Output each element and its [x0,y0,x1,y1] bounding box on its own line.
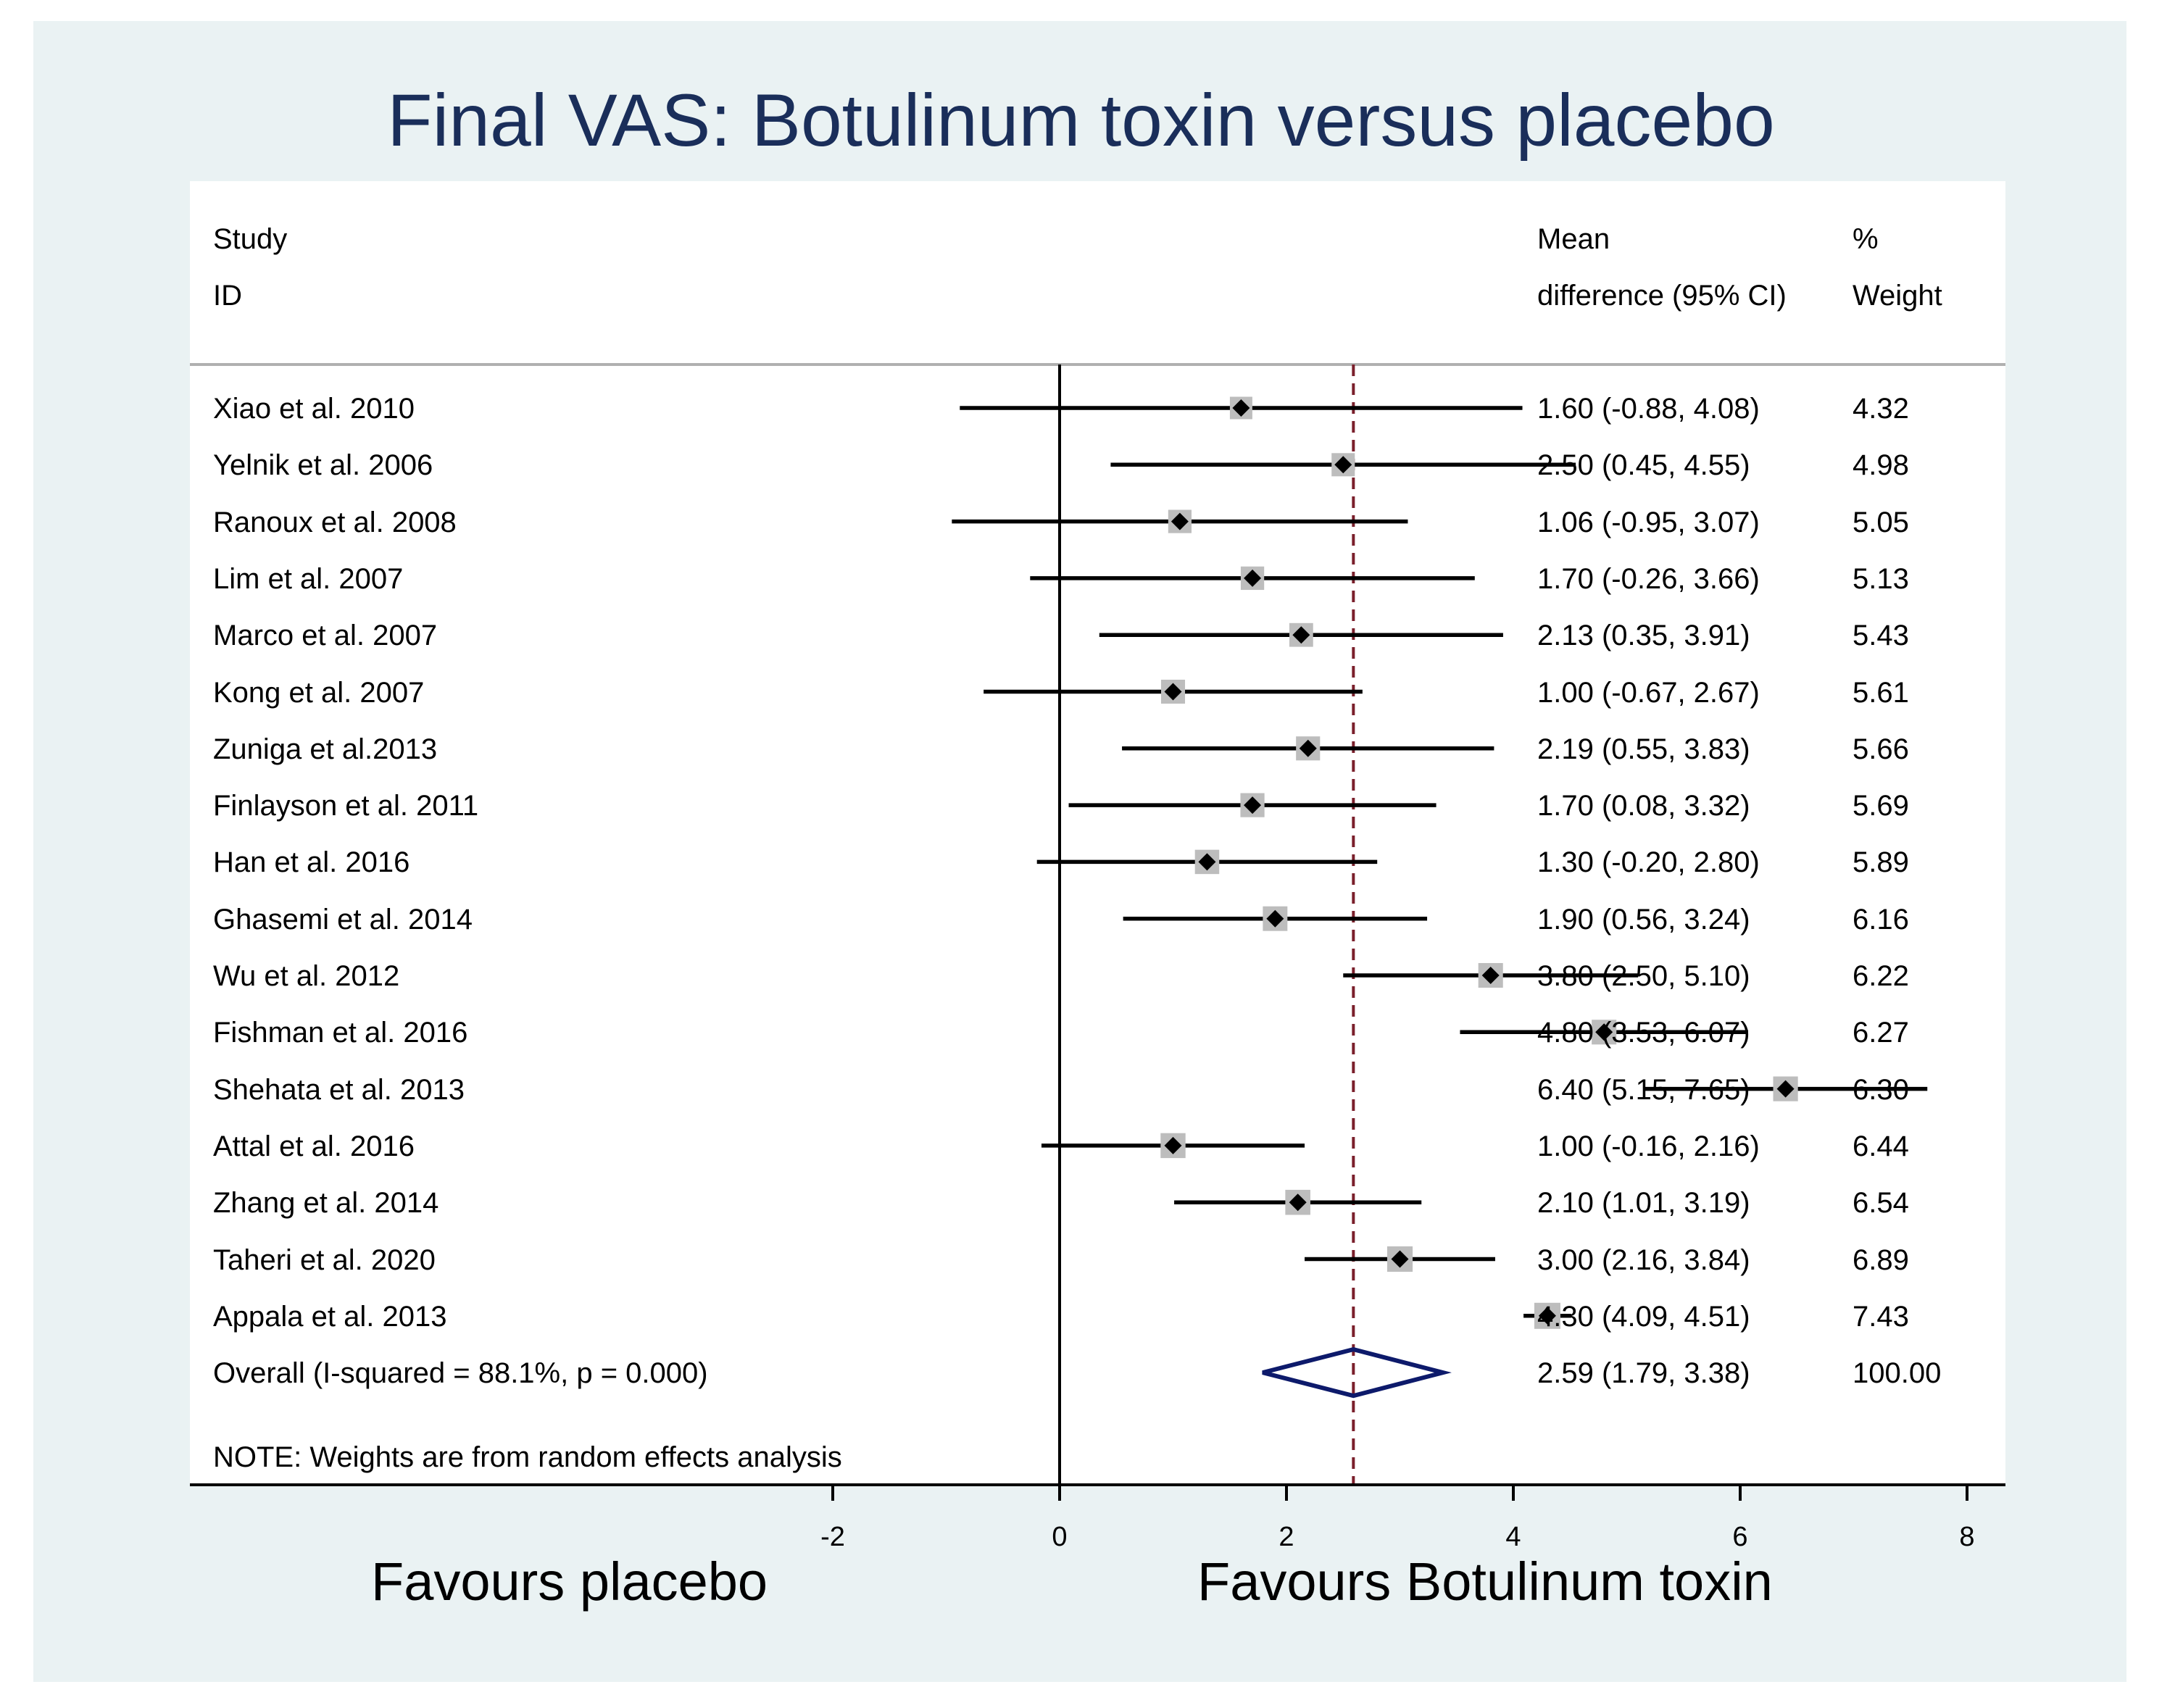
point-estimate [1538,1307,1556,1325]
weight-text: 5.05 [1853,506,1909,538]
point-estimate [1198,853,1216,871]
effect-size-text: 1.90 (0.56, 3.24) [1537,903,1750,936]
effect-size-text: 1.60 (-0.88, 4.08) [1537,393,1760,425]
x-tick-label: 2 [1279,1522,1294,1552]
weight-text: 5.69 [1853,790,1909,822]
x-tick-label: 8 [1959,1522,1975,1552]
weight-text: 5.66 [1853,733,1909,765]
weight-text: 6.44 [1853,1130,1909,1162]
study-label: Appala et al. 2013 [213,1300,447,1333]
point-estimate [1299,739,1317,757]
x-tick-label: 4 [1505,1522,1521,1552]
effect-size-text: 1.00 (-0.67, 2.67) [1537,676,1760,709]
weight-text: 6.89 [1853,1243,1909,1276]
point-estimate [1292,626,1310,644]
effect-size-text: 2.19 (0.55, 3.83) [1537,733,1750,765]
effect-size-text: 1.00 (-0.16, 2.16) [1537,1130,1760,1162]
x-tick-label: 6 [1732,1522,1748,1552]
weight-text: 6.54 [1853,1187,1909,1220]
weight-text: 5.61 [1853,676,1909,709]
point-estimate [1776,1080,1795,1098]
study-label: Yelnik et al. 2006 [213,449,433,482]
weight-text: 4.98 [1853,449,1909,482]
effect-size-text: 6.40 (5.15, 7.65) [1537,1073,1750,1106]
point-estimate [1481,967,1500,984]
favours-right-label: Favours Botulinum toxin [1197,1551,1773,1612]
point-estimate [1266,909,1284,928]
point-estimate [1164,1136,1182,1154]
effect-size-text: 1.30 (-0.20, 2.80) [1537,846,1760,879]
weight-text: 6.22 [1853,960,1909,992]
weight-text: 4.32 [1853,393,1909,425]
study-label: Ranoux et al. 2008 [213,506,457,538]
study-label: Zhang et al. 2014 [213,1187,439,1220]
point-estimate [1244,796,1262,815]
study-label: Kong et al. 2007 [213,676,425,709]
header-es-line2: difference (95% CI) [1537,280,1787,312]
overall-diamond [1262,1347,1452,1399]
header-study: Study [213,223,288,255]
study-label: Taheri et al. 2020 [213,1243,436,1276]
x-tick-label: -2 [820,1522,845,1552]
effect-size-text: 3.00 (2.16, 3.84) [1537,1243,1750,1276]
effect-size-text: 1.06 (-0.95, 3.07) [1537,506,1760,538]
study-label: Zuniga et al.2013 [213,733,438,765]
weight-text: 6.30 [1853,1073,1909,1106]
favours-left-label: Favours placebo [371,1551,768,1612]
note-text: NOTE: Weights are from random effects an… [213,1441,842,1473]
x-tick-label: 0 [1052,1522,1068,1552]
header-es-line1: Mean [1537,223,1610,255]
point-estimate [1232,399,1250,417]
overall-weight-text: 100.00 [1853,1357,1942,1390]
weight-text: 7.43 [1853,1300,1909,1333]
header-wt-line2: Weight [1853,280,1942,312]
study-label: Marco et al. 2007 [213,620,438,652]
effect-size-text: 4.30 (4.09, 4.51) [1537,1300,1750,1333]
effect-size-text: 4.80 (3.53, 6.07) [1537,1017,1750,1049]
point-estimate [1289,1193,1307,1212]
overall-effect-text: 2.59 (1.79, 3.38) [1537,1357,1750,1390]
study-label: Lim et al. 2007 [213,562,404,595]
weight-text: 6.16 [1853,903,1909,936]
point-estimate [1391,1250,1409,1268]
point-estimate [1334,456,1352,474]
point-estimate [1164,683,1182,701]
study-label: Finlayson et al. 2011 [213,790,479,822]
weight-text: 5.13 [1853,562,1909,595]
overall-label: Overall (I-squared = 88.1%, p = 0.000) [213,1357,708,1390]
study-label: Wu et al. 2012 [213,960,400,992]
plot-panel [190,181,2005,1485]
study-label: Attal et al. 2016 [213,1130,415,1162]
weight-text: 5.89 [1853,846,1909,879]
weight-text: 5.43 [1853,620,1909,652]
effect-size-text: 2.50 (0.45, 4.55) [1537,449,1750,482]
effect-size-text: 2.10 (1.01, 3.19) [1537,1187,1750,1220]
header-id: ID [213,280,242,312]
study-label: Ghasemi et al. 2014 [213,903,473,936]
effect-size-text: 2.13 (0.35, 3.91) [1537,620,1750,652]
chart-title: Final VAS: Botulinum toxin versus placeb… [387,79,1775,162]
point-estimate [1171,512,1189,530]
point-estimate [1595,1023,1613,1041]
effect-size-text: 1.70 (-0.26, 3.66) [1537,562,1760,595]
study-label: Xiao et al. 2010 [213,393,415,425]
weight-text: 6.27 [1853,1017,1909,1049]
study-label: Fishman et al. 2016 [213,1017,468,1049]
study-label: Han et al. 2016 [213,846,410,879]
point-estimate [1244,569,1262,587]
study-label: Shehata et al. 2013 [213,1073,465,1106]
header-wt-line1: % [1853,223,1879,255]
effect-size-text: 1.70 (0.08, 3.32) [1537,790,1750,822]
effect-size-text: 3.80 (2.50, 5.10) [1537,960,1750,992]
